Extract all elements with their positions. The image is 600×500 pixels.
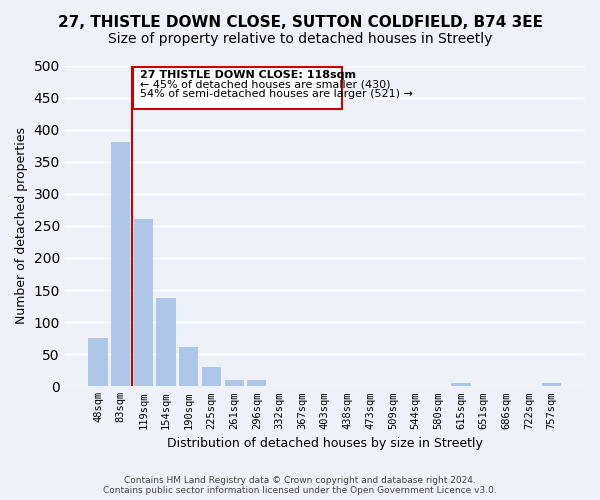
Bar (542, 383, 562, 386)
Text: 27 THISTLE DOWN CLOSE: 118sqm: 27 THISTLE DOWN CLOSE: 118sqm (140, 70, 356, 80)
Bar (451, 383, 470, 386)
Bar (202, 367, 221, 386)
Text: ← 45% of detached houses are smaller (430): ← 45% of detached houses are smaller (43… (140, 80, 391, 90)
Bar (111, 142, 130, 386)
X-axis label: Distribution of detached houses by size in Streetly: Distribution of detached houses by size … (167, 437, 483, 450)
Text: 54% of semi-detached houses are larger (521) →: 54% of semi-detached houses are larger (… (140, 89, 413, 99)
Y-axis label: Number of detached properties: Number of detached properties (15, 128, 28, 324)
Bar (179, 346, 199, 387)
Bar (88, 338, 108, 386)
Text: 27, THISTLE DOWN CLOSE, SUTTON COLDFIELD, B74 3EE: 27, THISTLE DOWN CLOSE, SUTTON COLDFIELD… (58, 15, 542, 30)
Bar (134, 220, 153, 386)
Bar (157, 298, 176, 386)
Bar (224, 380, 244, 386)
Text: Contains HM Land Registry data © Crown copyright and database right 2024.
Contai: Contains HM Land Registry data © Crown c… (103, 476, 497, 495)
Bar (247, 380, 266, 386)
FancyBboxPatch shape (133, 68, 342, 109)
Text: Size of property relative to detached houses in Streetly: Size of property relative to detached ho… (108, 32, 492, 46)
